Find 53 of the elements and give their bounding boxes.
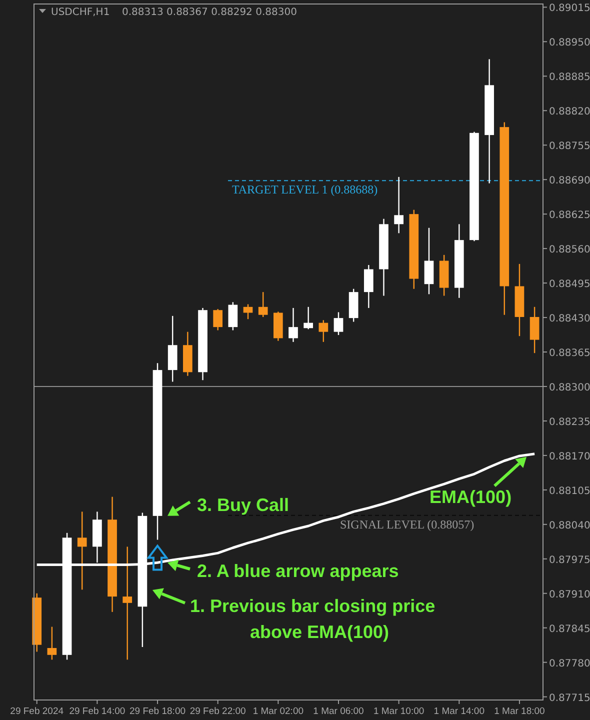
candlestick: [364, 264, 374, 309]
y-tick-label: 0.88950: [549, 38, 590, 49]
x-tick-label: 29 Feb 18:00: [130, 706, 186, 717]
chart-title: USDCHF,H1: [51, 7, 110, 18]
y-tick-label: 0.88690: [549, 176, 590, 187]
y-tick-label: 0.88170: [549, 451, 590, 462]
y-tick-label: 0.87780: [549, 658, 590, 670]
candlestick: [243, 304, 253, 320]
ref-line-label: TARGET LEVEL 1 (0.88688): [232, 182, 378, 197]
y-tick-label: 0.87910: [549, 589, 590, 600]
series-label: EMA(100): [430, 486, 512, 507]
x-tick-label: 29 Feb 2024: [10, 706, 64, 717]
candlestick: [288, 307, 298, 343]
candlestick: [304, 306, 314, 330]
candlestick: [122, 546, 132, 660]
candlestick: [334, 312, 344, 336]
annotation: 3. Buy Call: [197, 495, 290, 515]
y-tick-label: 0.88755: [549, 141, 590, 152]
candlestick: [77, 511, 87, 590]
y-tick-label: 0.89015: [549, 3, 590, 14]
candlestick: [228, 302, 238, 331]
y-tick-label: 0.87975: [549, 554, 590, 566]
y-tick-label: 0.87845: [549, 624, 590, 635]
ref-line-label: SIGNAL LEVEL (0.88057): [340, 517, 474, 532]
candlestick: [530, 306, 540, 354]
annotation: 2. A blue arrow appears: [197, 561, 399, 581]
y-tick-label: 0.88235: [549, 416, 590, 428]
y-tick-label: 0.88040: [549, 520, 590, 532]
candlestick: [318, 320, 328, 343]
x-tick-label: 29 Feb 14:00: [69, 706, 126, 717]
y-tick-label: 0.88300: [549, 382, 590, 394]
annotation: 1. Previous bar closing price above EMA(100): [190, 596, 436, 642]
x-tick-label: 1 Mar 06:00: [313, 706, 364, 717]
x-tick-label: 1 Mar 18:00: [494, 706, 545, 717]
y-tick-label: 0.88430: [549, 314, 590, 325]
y-tick-label: 0.88820: [549, 106, 590, 118]
y-tick-label: 0.88885: [549, 72, 590, 84]
candlestick: [424, 227, 434, 295]
y-tick-label: 0.88365: [549, 348, 590, 359]
y-tick-label: 0.87715: [549, 692, 590, 704]
candlestick: [258, 291, 268, 318]
candlestick: [213, 308, 223, 331]
y-tick-label: 0.88625: [549, 210, 590, 222]
candlestick: [394, 176, 404, 234]
x-tick-label: 1 Mar 02:00: [252, 706, 304, 717]
y-tick-label: 0.88105: [549, 486, 590, 497]
chart-subtitle: 0.88313 0.88367 0.88292 0.88300: [122, 7, 297, 18]
x-tick-label: 29 Feb 22:00: [190, 706, 246, 717]
x-tick-label: 1 Mar 10:00: [373, 706, 424, 717]
y-tick-label: 0.88495: [549, 279, 590, 290]
x-tick-label: 1 Mar 14:00: [434, 706, 484, 717]
y-tick-label: 0.88560: [549, 244, 590, 256]
candlestick: [47, 626, 57, 660]
